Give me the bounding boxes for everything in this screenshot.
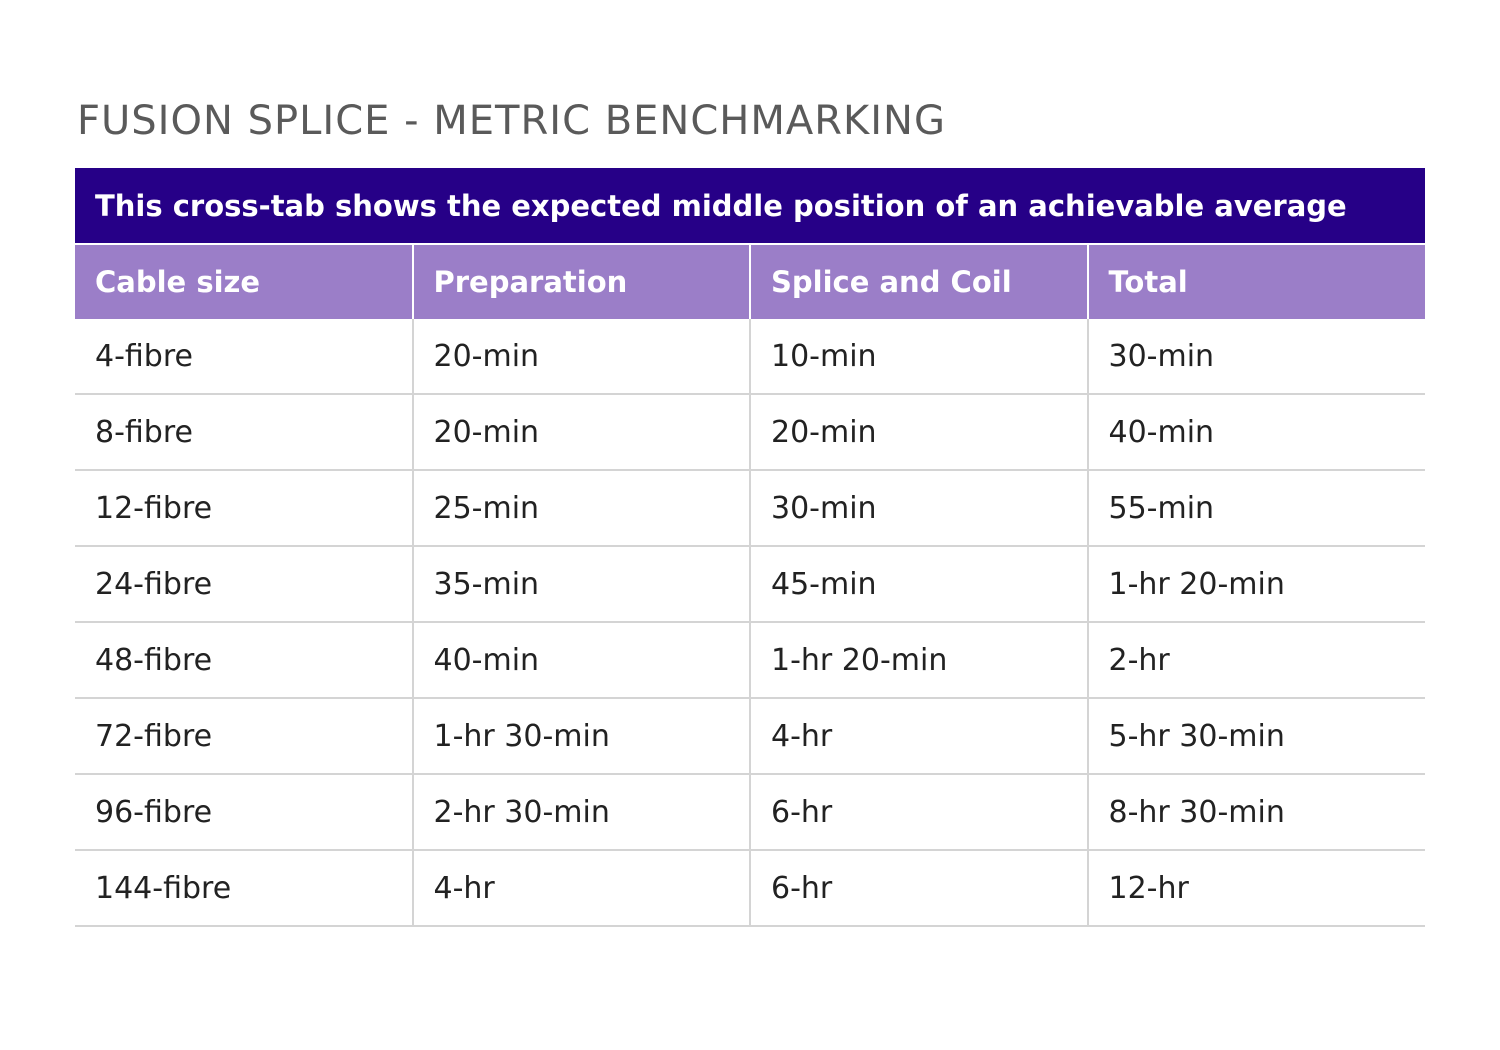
caption-row: This cross-tab shows the expected middle… bbox=[75, 168, 1425, 245]
cable-size-cell: 24-fibre bbox=[75, 546, 414, 623]
table-row: 12-fibre 25-min 30-min 55-min bbox=[75, 470, 1425, 547]
preparation-cell: 4-hr bbox=[412, 850, 751, 927]
splice-and-coil-cell: 6-hr bbox=[750, 850, 1089, 927]
splice-and-coil-cell: 45-min bbox=[750, 546, 1089, 623]
splice-and-coil-cell: 1-hr 20-min bbox=[750, 622, 1089, 699]
preparation-cell: 20-min bbox=[412, 394, 751, 471]
column-header-total: Total bbox=[1087, 244, 1425, 319]
table-row: 4-fibre 20-min 10-min 30-min bbox=[75, 319, 1425, 395]
column-header-preparation: Preparation bbox=[412, 244, 751, 319]
total-cell: 40-min bbox=[1087, 394, 1425, 471]
benchmark-table: This cross-tab shows the expected middle… bbox=[75, 168, 1425, 927]
table-row: 48-fibre 40-min 1-hr 20-min 2-hr bbox=[75, 622, 1425, 699]
splice-and-coil-cell: 6-hr bbox=[750, 774, 1089, 851]
splice-and-coil-cell: 30-min bbox=[750, 470, 1089, 547]
preparation-cell: 1-hr 30-min bbox=[412, 698, 751, 775]
table-row: 96-fibre 2-hr 30-min 6-hr 8-hr 30-min bbox=[75, 774, 1425, 851]
cable-size-cell: 96-fibre bbox=[75, 774, 414, 851]
page-title: FUSION SPLICE - METRIC BENCHMARKING bbox=[77, 98, 946, 144]
preparation-cell: 25-min bbox=[412, 470, 751, 547]
splice-and-coil-cell: 10-min bbox=[750, 319, 1089, 395]
preparation-cell: 40-min bbox=[412, 622, 751, 699]
cable-size-cell: 144-fibre bbox=[75, 850, 414, 927]
cable-size-cell: 4-fibre bbox=[75, 319, 414, 395]
cable-size-cell: 12-fibre bbox=[75, 470, 414, 547]
total-cell: 55-min bbox=[1087, 470, 1425, 547]
total-cell: 30-min bbox=[1087, 319, 1425, 395]
total-cell: 1-hr 20-min bbox=[1087, 546, 1425, 623]
preparation-cell: 35-min bbox=[412, 546, 751, 623]
splice-and-coil-cell: 4-hr bbox=[750, 698, 1089, 775]
header-row: Cable size Preparation Splice and Coil T… bbox=[75, 244, 1425, 319]
total-cell: 12-hr bbox=[1087, 850, 1425, 927]
total-cell: 8-hr 30-min bbox=[1087, 774, 1425, 851]
preparation-cell: 20-min bbox=[412, 319, 751, 395]
column-header-cable-size: Cable size bbox=[75, 244, 414, 319]
table-row: 24-fibre 35-min 45-min 1-hr 20-min bbox=[75, 546, 1425, 623]
total-cell: 5-hr 30-min bbox=[1087, 698, 1425, 775]
table-row: 72-fibre 1-hr 30-min 4-hr 5-hr 30-min bbox=[75, 698, 1425, 775]
column-header-splice-and-coil: Splice and Coil bbox=[750, 244, 1089, 319]
cable-size-cell: 48-fibre bbox=[75, 622, 414, 699]
splice-and-coil-cell: 20-min bbox=[750, 394, 1089, 471]
table-row: 8-fibre 20-min 20-min 40-min bbox=[75, 394, 1425, 471]
total-cell: 2-hr bbox=[1087, 622, 1425, 699]
table-row: 144-fibre 4-hr 6-hr 12-hr bbox=[75, 850, 1425, 927]
preparation-cell: 2-hr 30-min bbox=[412, 774, 751, 851]
cable-size-cell: 72-fibre bbox=[75, 698, 414, 775]
table-caption: This cross-tab shows the expected middle… bbox=[75, 168, 1425, 245]
cable-size-cell: 8-fibre bbox=[75, 394, 414, 471]
